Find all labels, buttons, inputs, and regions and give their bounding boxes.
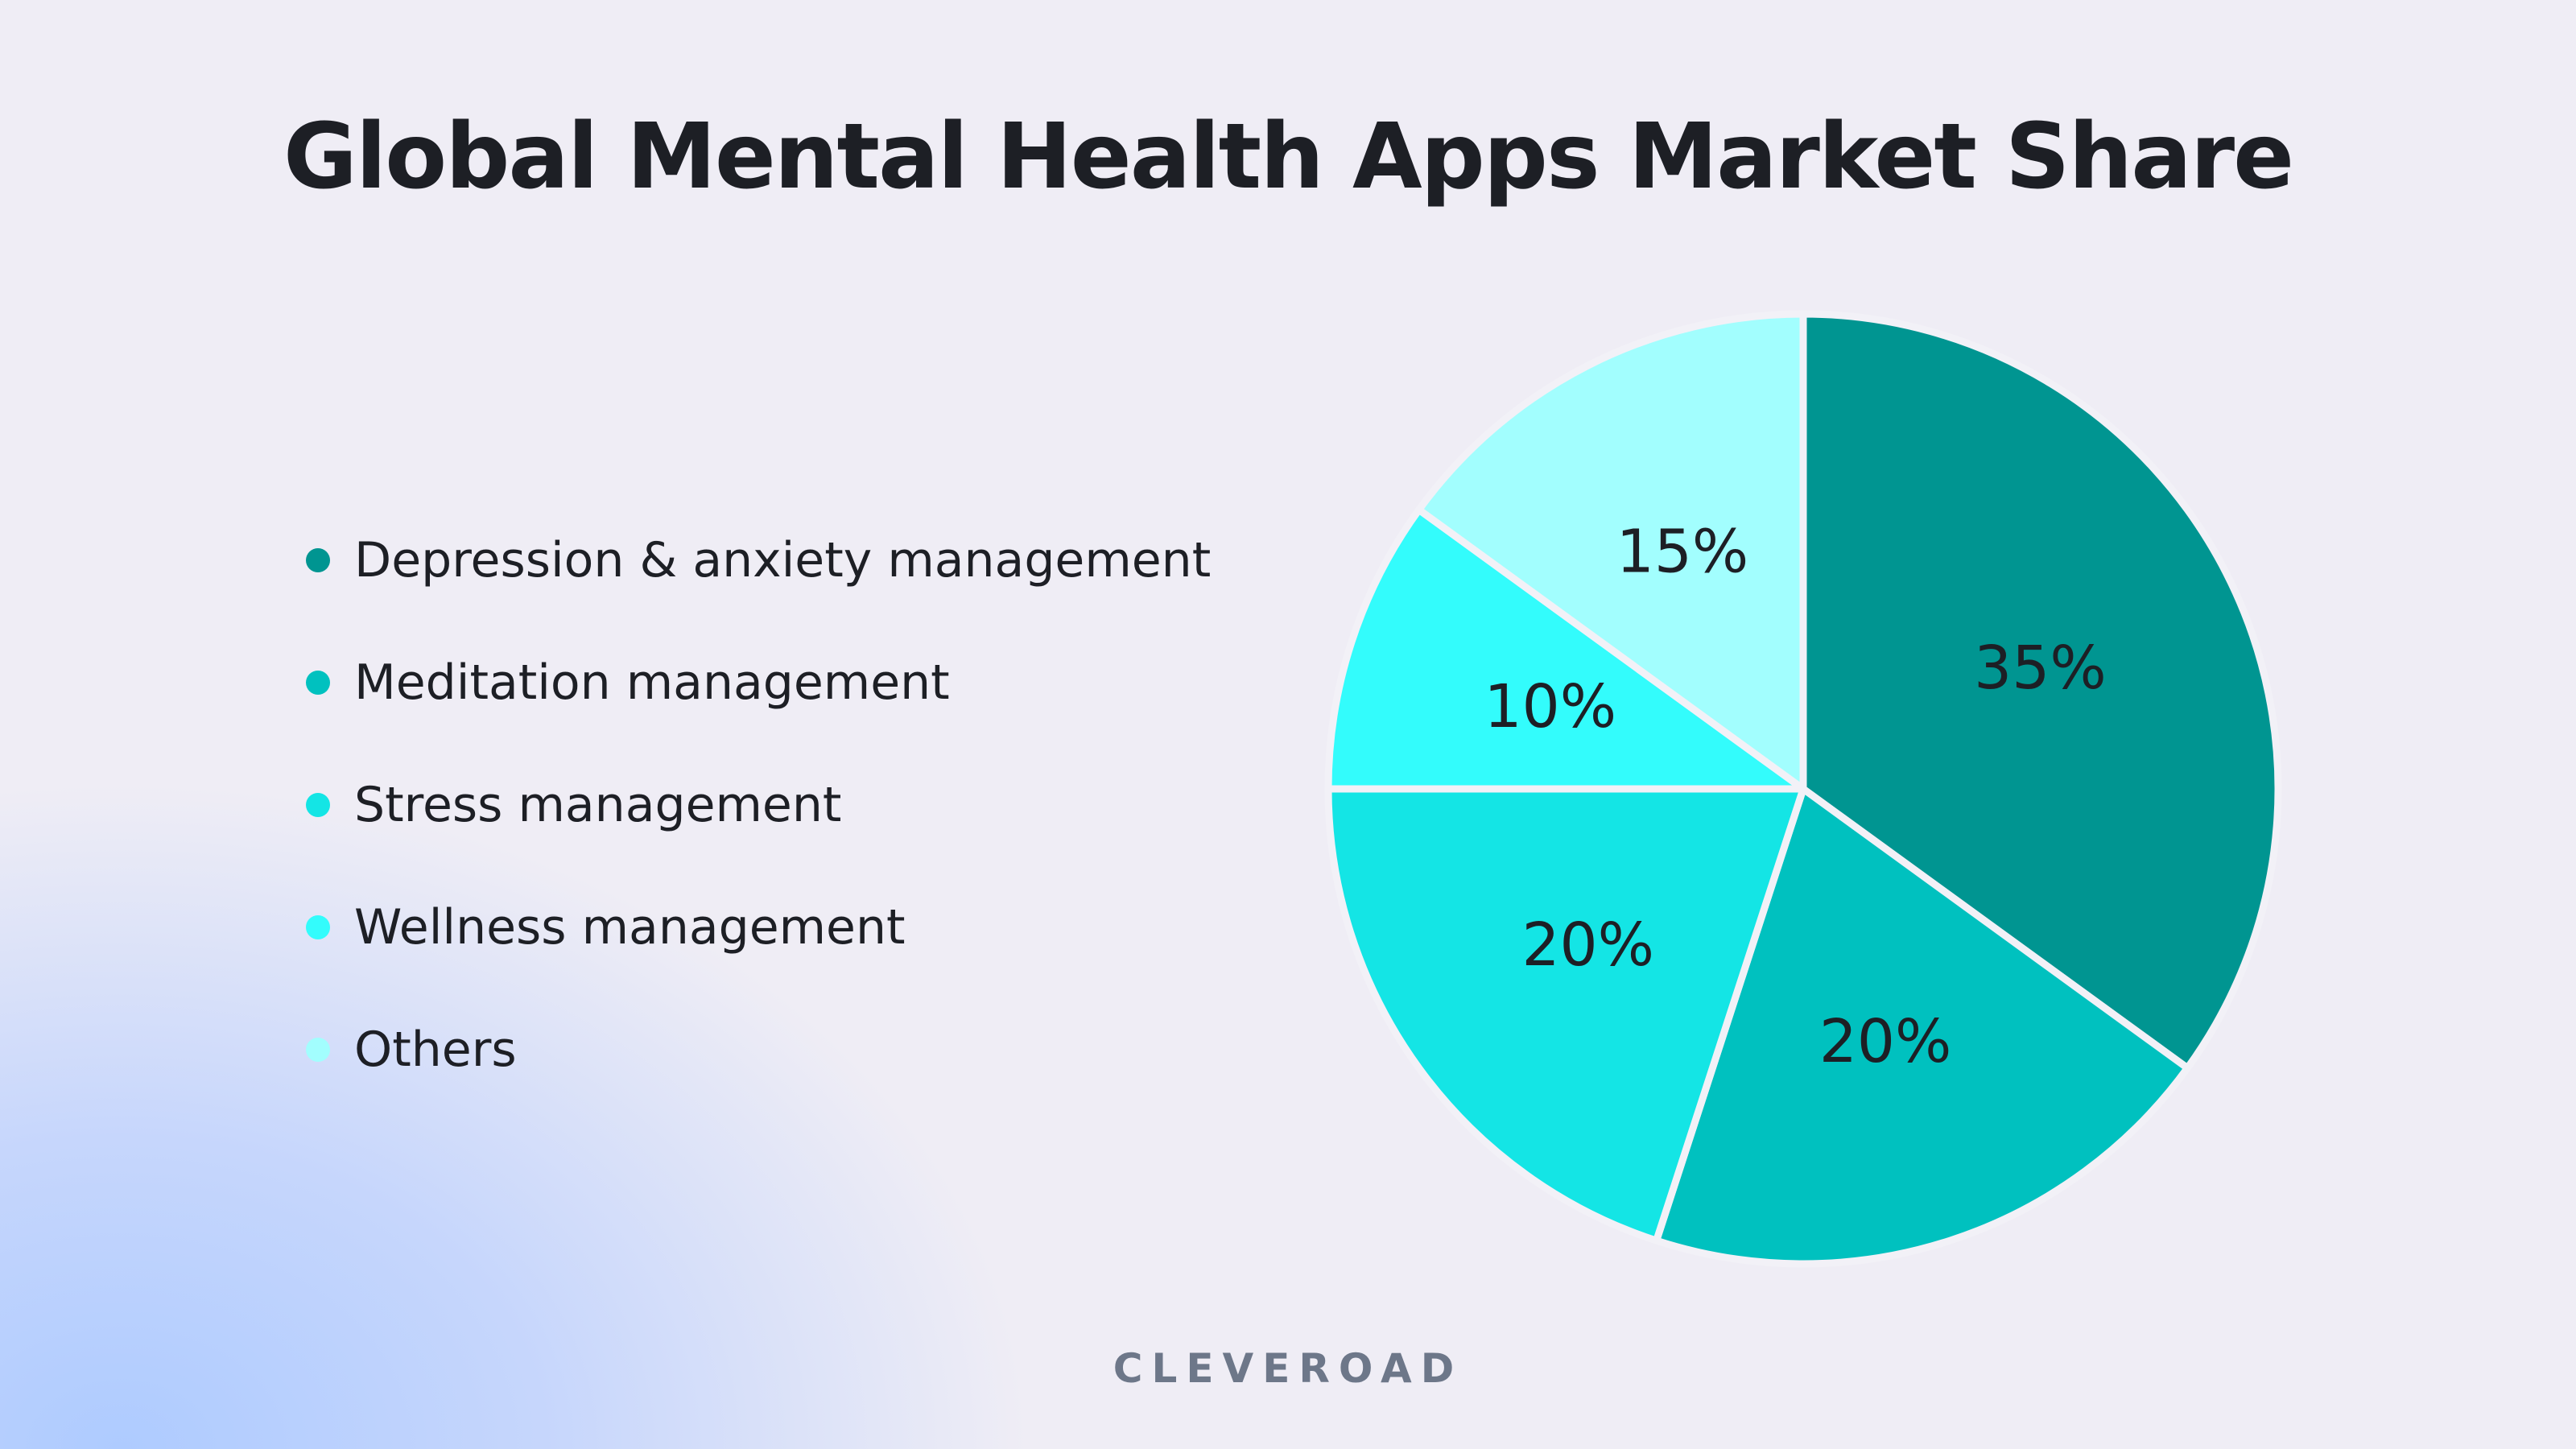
legend-item-others: Others	[306, 989, 1211, 1111]
legend-label: Stress management	[354, 777, 842, 833]
legend-label: Others	[354, 1022, 517, 1078]
pie-slice-stress-management	[1324, 785, 1807, 1245]
legend-item-meditation-management: Meditation management	[306, 621, 1211, 744]
legend-swatch	[306, 1038, 330, 1062]
brand-logo-text: CLEVEROAD	[1113, 1345, 1463, 1392]
legend-swatch	[306, 915, 330, 939]
chart-legend: Depression & anxiety management Meditatio…	[306, 499, 1211, 1111]
legend-item-stress-management: Stress management	[306, 744, 1211, 866]
pie-slice-others	[1415, 310, 1807, 793]
legend-swatch	[306, 793, 330, 817]
slice-value-label: 20%	[1819, 1007, 1951, 1076]
pie-slice-meditation-management	[1653, 785, 2191, 1268]
legend-label: Meditation management	[354, 654, 950, 711]
chart-title: Global Mental Health Apps Market Share	[283, 105, 2294, 209]
pie-chart: 35% 20% 20% 10% 15%	[1324, 310, 2282, 1268]
legend-item-depression-and-anxiety-management: Depression & anxiety management	[306, 499, 1211, 621]
legend-swatch	[306, 671, 330, 695]
pie-slice-depression-and-anxiety-management	[1799, 310, 2282, 1072]
slice-value-label: 35%	[1974, 634, 2106, 703]
slice-value-label: 15%	[1616, 518, 1748, 587]
legend-swatch	[306, 548, 330, 572]
legend-label: Wellness management	[354, 899, 906, 956]
legend-item-wellness-management: Wellness management	[306, 866, 1211, 989]
slice-value-label: 10%	[1484, 672, 1616, 741]
slice-value-label: 20%	[1521, 910, 1653, 980]
legend-label: Depression & anxiety management	[354, 532, 1212, 588]
pie-slice-wellness-management	[1324, 506, 1807, 793]
